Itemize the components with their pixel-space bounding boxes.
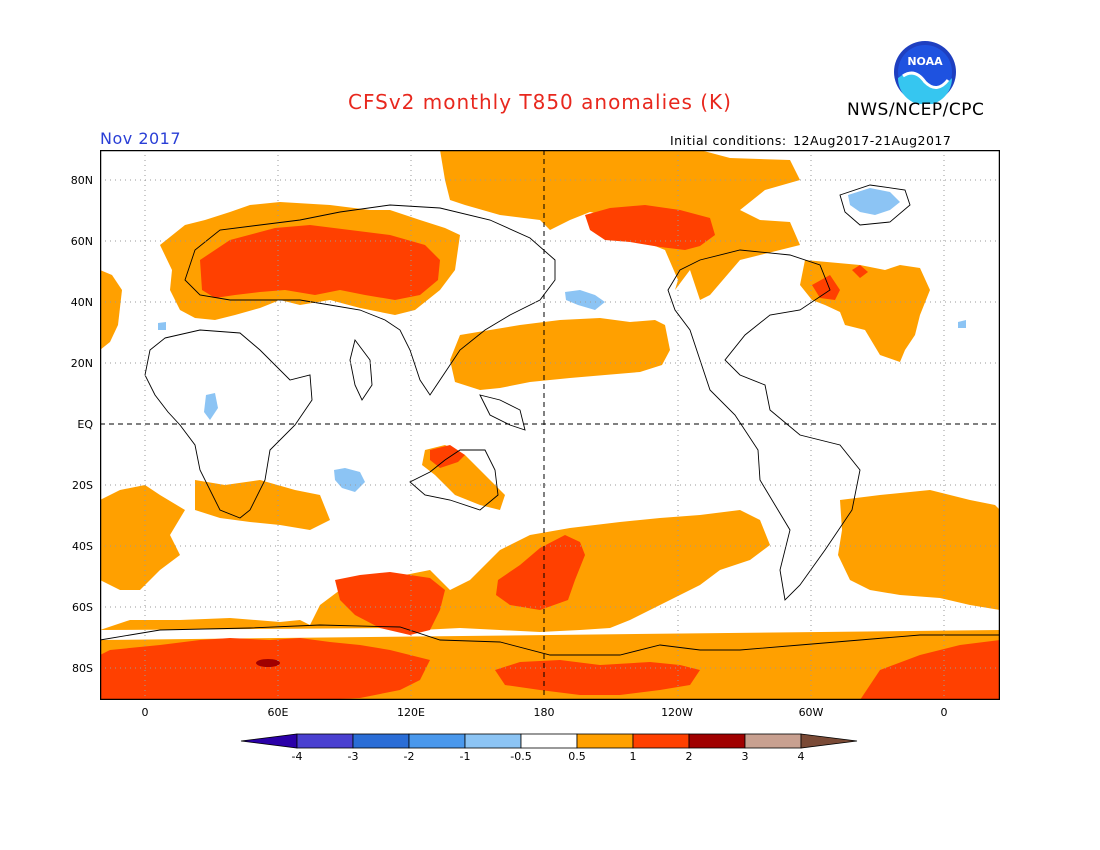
y-tick-label: 40S xyxy=(72,540,93,553)
coastlines xyxy=(100,184,1000,656)
chart-title: CFSv2 monthly T850 anomalies (K) xyxy=(348,90,732,114)
anomaly-red-regions xyxy=(100,205,1000,700)
colorbar-swatch xyxy=(520,733,578,749)
y-tick-label: 20S xyxy=(72,479,93,492)
x-tick-label: 0 xyxy=(941,706,948,719)
colorbar-arrow-low xyxy=(240,733,298,749)
colorbar-label: -2 xyxy=(404,750,415,763)
y-tick-label: 40N xyxy=(71,296,93,309)
y-tick-label: 60S xyxy=(72,601,93,614)
forecast-month: Nov 2017 xyxy=(100,129,182,148)
initial-conditions-label: Initial conditions: xyxy=(670,133,787,148)
initial-conditions-range: 12Aug2017-21Aug2017 xyxy=(793,133,952,148)
colorbar: -4 -3 -2 -1 -0.5 0.5 1 2 3 4 xyxy=(240,733,858,763)
x-tick-label: 120W xyxy=(661,706,693,719)
colorbar-label: 3 xyxy=(742,750,749,763)
x-tick-label: 120E xyxy=(397,706,425,719)
colorbar-label: 0.5 xyxy=(568,750,586,763)
colorbar-swatch xyxy=(632,733,690,749)
y-tick-label: 80S xyxy=(72,662,93,675)
x-tick-label: 60E xyxy=(268,706,289,719)
colorbar-label: 2 xyxy=(686,750,693,763)
colorbar-label: 1 xyxy=(630,750,637,763)
colorbar-swatch xyxy=(352,733,410,749)
anomaly-map xyxy=(100,150,1000,700)
colorbar-swatch xyxy=(408,733,466,749)
colorbar-swatch xyxy=(744,733,802,749)
y-tick-label: 60N xyxy=(71,235,93,248)
y-tick-label: 20N xyxy=(71,357,93,370)
anomaly-darkred-patch xyxy=(256,659,280,667)
x-tick-label: 60W xyxy=(799,706,824,719)
y-tick-label: 80N xyxy=(71,174,93,187)
anomaly-blue-regions xyxy=(158,188,966,492)
colorbar-swatch xyxy=(688,733,746,749)
initial-conditions: Initial conditions: 12Aug2017-21Aug2017 xyxy=(668,133,951,148)
map-grid xyxy=(100,150,1000,700)
colorbar-label: -1 xyxy=(460,750,471,763)
y-tick-label: EQ xyxy=(77,418,93,431)
colorbar-swatch xyxy=(576,733,634,749)
logo-text: NOAA xyxy=(907,55,943,68)
colorbar-arrow-high xyxy=(800,733,858,749)
colorbar-label: -4 xyxy=(292,750,303,763)
colorbar-label: -0.5 xyxy=(510,750,531,763)
agency-label: NWS/NCEP/CPC xyxy=(847,100,985,120)
x-tick-label: 0 xyxy=(142,706,149,719)
noaa-logo: NOAA xyxy=(894,41,956,104)
map-frame xyxy=(100,150,1000,700)
colorbar-swatch xyxy=(464,733,522,749)
colorbar-label: 4 xyxy=(798,750,805,763)
x-tick-label: 180 xyxy=(534,706,555,719)
colorbar-swatch xyxy=(296,733,354,749)
axis-labels: 80N 60N 40N 20N EQ 20S 40S 60S 80S 0 60E… xyxy=(71,174,948,719)
colorbar-label: -3 xyxy=(348,750,359,763)
